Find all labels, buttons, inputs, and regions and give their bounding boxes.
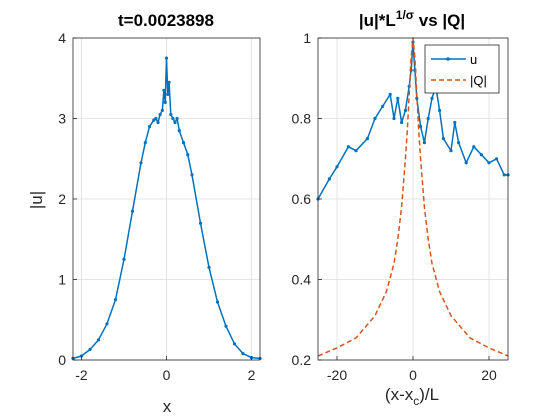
right-xlabel-tail: )/L <box>419 385 439 404</box>
left-series-0-point-24 <box>175 116 179 121</box>
right-series-0-point-21 <box>430 96 434 100</box>
right-xlabel-main: (x-x <box>385 385 414 404</box>
right-series-0-point-8 <box>388 92 392 96</box>
right-series-0-point-7 <box>381 104 385 108</box>
left-series-0-point-13 <box>156 120 160 125</box>
left-series-0-point-23 <box>173 120 177 125</box>
right-series-0-point-26 <box>453 120 457 125</box>
right-series-0-point-2 <box>335 165 339 169</box>
right-series-0-point-18 <box>419 124 423 129</box>
legend-marker-u <box>446 57 450 61</box>
right-series-0-point-33 <box>502 173 506 177</box>
left-xlabel: x <box>163 397 172 416</box>
legend-box <box>424 44 500 94</box>
legend: u |Q| <box>424 44 500 94</box>
legend-label-q: |Q| <box>470 73 487 88</box>
left-ytick-label-0: 0 <box>58 352 66 368</box>
left-series-0-point-16 <box>162 88 166 92</box>
left-series-0-point-4 <box>105 322 109 326</box>
left-series-0-point-5 <box>113 298 118 302</box>
left-series-0-point-18 <box>164 56 169 60</box>
right-title-main: |u|*L <box>359 11 396 30</box>
right-series-0-point-3 <box>346 145 350 149</box>
left-xtick-label-2: 2 <box>248 367 256 383</box>
right-series-0-point-4 <box>354 149 358 153</box>
right-xlabel: (x-xc)/L <box>385 385 439 408</box>
right-title-sup: 1/σ <box>396 8 414 22</box>
left-series-0-point-14 <box>158 112 162 117</box>
right-ytick-label-2: 0.6 <box>292 191 312 207</box>
left-title: t=0.0023898 <box>118 11 214 30</box>
right-ytick-label-3: 0.8 <box>292 111 312 127</box>
right-series-0-point-28 <box>464 161 468 165</box>
right-series-0-point-20 <box>426 116 430 121</box>
right-ytick-label-1: 0.4 <box>292 272 312 288</box>
left-series-0-point-26 <box>181 141 186 145</box>
left-series-0-point-6 <box>122 257 126 261</box>
right-series-0-point-29 <box>472 145 476 149</box>
right-series-0-point-30 <box>479 153 483 157</box>
left-ticks: -2 0 2 0 1 2 3 4 <box>58 30 255 383</box>
right-title-tail: vs |Q| <box>414 11 465 30</box>
right-series-0-point-5 <box>365 137 369 141</box>
left-series-0-point-27 <box>186 153 190 157</box>
left-ytick-label-3: 3 <box>58 111 66 127</box>
left-chart: -2 0 2 0 1 2 3 4 t=0.0023898 x |u| <box>27 11 262 416</box>
right-series-0-point-17 <box>415 96 419 100</box>
right-xtick-label-0: -20 <box>327 367 347 383</box>
left-ytick-label-4: 4 <box>58 30 66 46</box>
left-series-0-point-19 <box>166 92 170 96</box>
left-series-0-point-3 <box>96 338 101 342</box>
left-series-0-point-22 <box>171 116 175 121</box>
left-series-0-point-2 <box>88 347 92 352</box>
right-series-0-point-32 <box>495 157 499 161</box>
left-xtick-label-1: 0 <box>163 367 171 383</box>
right-series-0-point-27 <box>457 141 461 145</box>
left-series-0-point-17 <box>163 100 167 104</box>
left-ytick-label-1: 1 <box>58 272 66 288</box>
right-series-0-point-25 <box>449 149 453 153</box>
right-series-0-point-23 <box>438 108 442 113</box>
left-series-0-point-21 <box>169 112 173 117</box>
right-series-0-point-10 <box>396 96 400 100</box>
left-series-0-point-15 <box>160 108 164 112</box>
left-series-0-point-30 <box>207 265 211 269</box>
left-series-0-point-28 <box>190 173 194 177</box>
left-series-0-point-8 <box>139 161 143 165</box>
left-series-0-point-33 <box>232 342 237 346</box>
left-series-0-point-29 <box>198 221 203 225</box>
right-series-0-point-11 <box>400 120 404 125</box>
right-xlabel-sub: c <box>413 394 419 408</box>
right-ytick-label-0: 0.2 <box>292 352 312 368</box>
left-series-0-point-34 <box>241 352 245 356</box>
right-series-0-point-31 <box>487 161 491 165</box>
right-series-0-point-24 <box>441 137 445 141</box>
right-xtick-label-2: 20 <box>481 367 497 383</box>
left-series-0-point-9 <box>143 141 147 145</box>
left-series-0-point-32 <box>224 324 228 328</box>
right-series-0-point-12 <box>403 108 407 113</box>
right-series-0-point-1 <box>327 177 331 181</box>
right-chart: -20 0 20 0.2 0.4 0.6 0.8 1 |u|*L1/σ vs |Q| (x-x… <box>292 8 510 408</box>
right-series-0-point-19 <box>422 141 426 145</box>
right-ytick-label-4: 1 <box>303 30 311 46</box>
right-series-0-point-6 <box>373 116 377 121</box>
legend-label-u: u <box>470 52 477 67</box>
left-ytick-label-2: 2 <box>58 191 66 207</box>
right-ticks: -20 0 20 0.2 0.4 0.6 0.8 1 <box>292 30 497 383</box>
right-series-0-point-9 <box>392 116 396 121</box>
left-series-0-point-7 <box>130 209 135 213</box>
left-series-0-point-10 <box>147 125 152 129</box>
left-series-0-point-20 <box>167 80 171 84</box>
left-series-0-point-25 <box>177 129 181 133</box>
left-series-0-point-31 <box>215 300 220 304</box>
right-title: |u|*L1/σ vs |Q| <box>359 8 465 30</box>
left-ylabel: |u| <box>27 191 46 209</box>
left-xtick-label-0: -2 <box>75 367 88 383</box>
left-series-0-point-12 <box>154 116 158 121</box>
right-xtick-label-1: 0 <box>409 367 417 383</box>
